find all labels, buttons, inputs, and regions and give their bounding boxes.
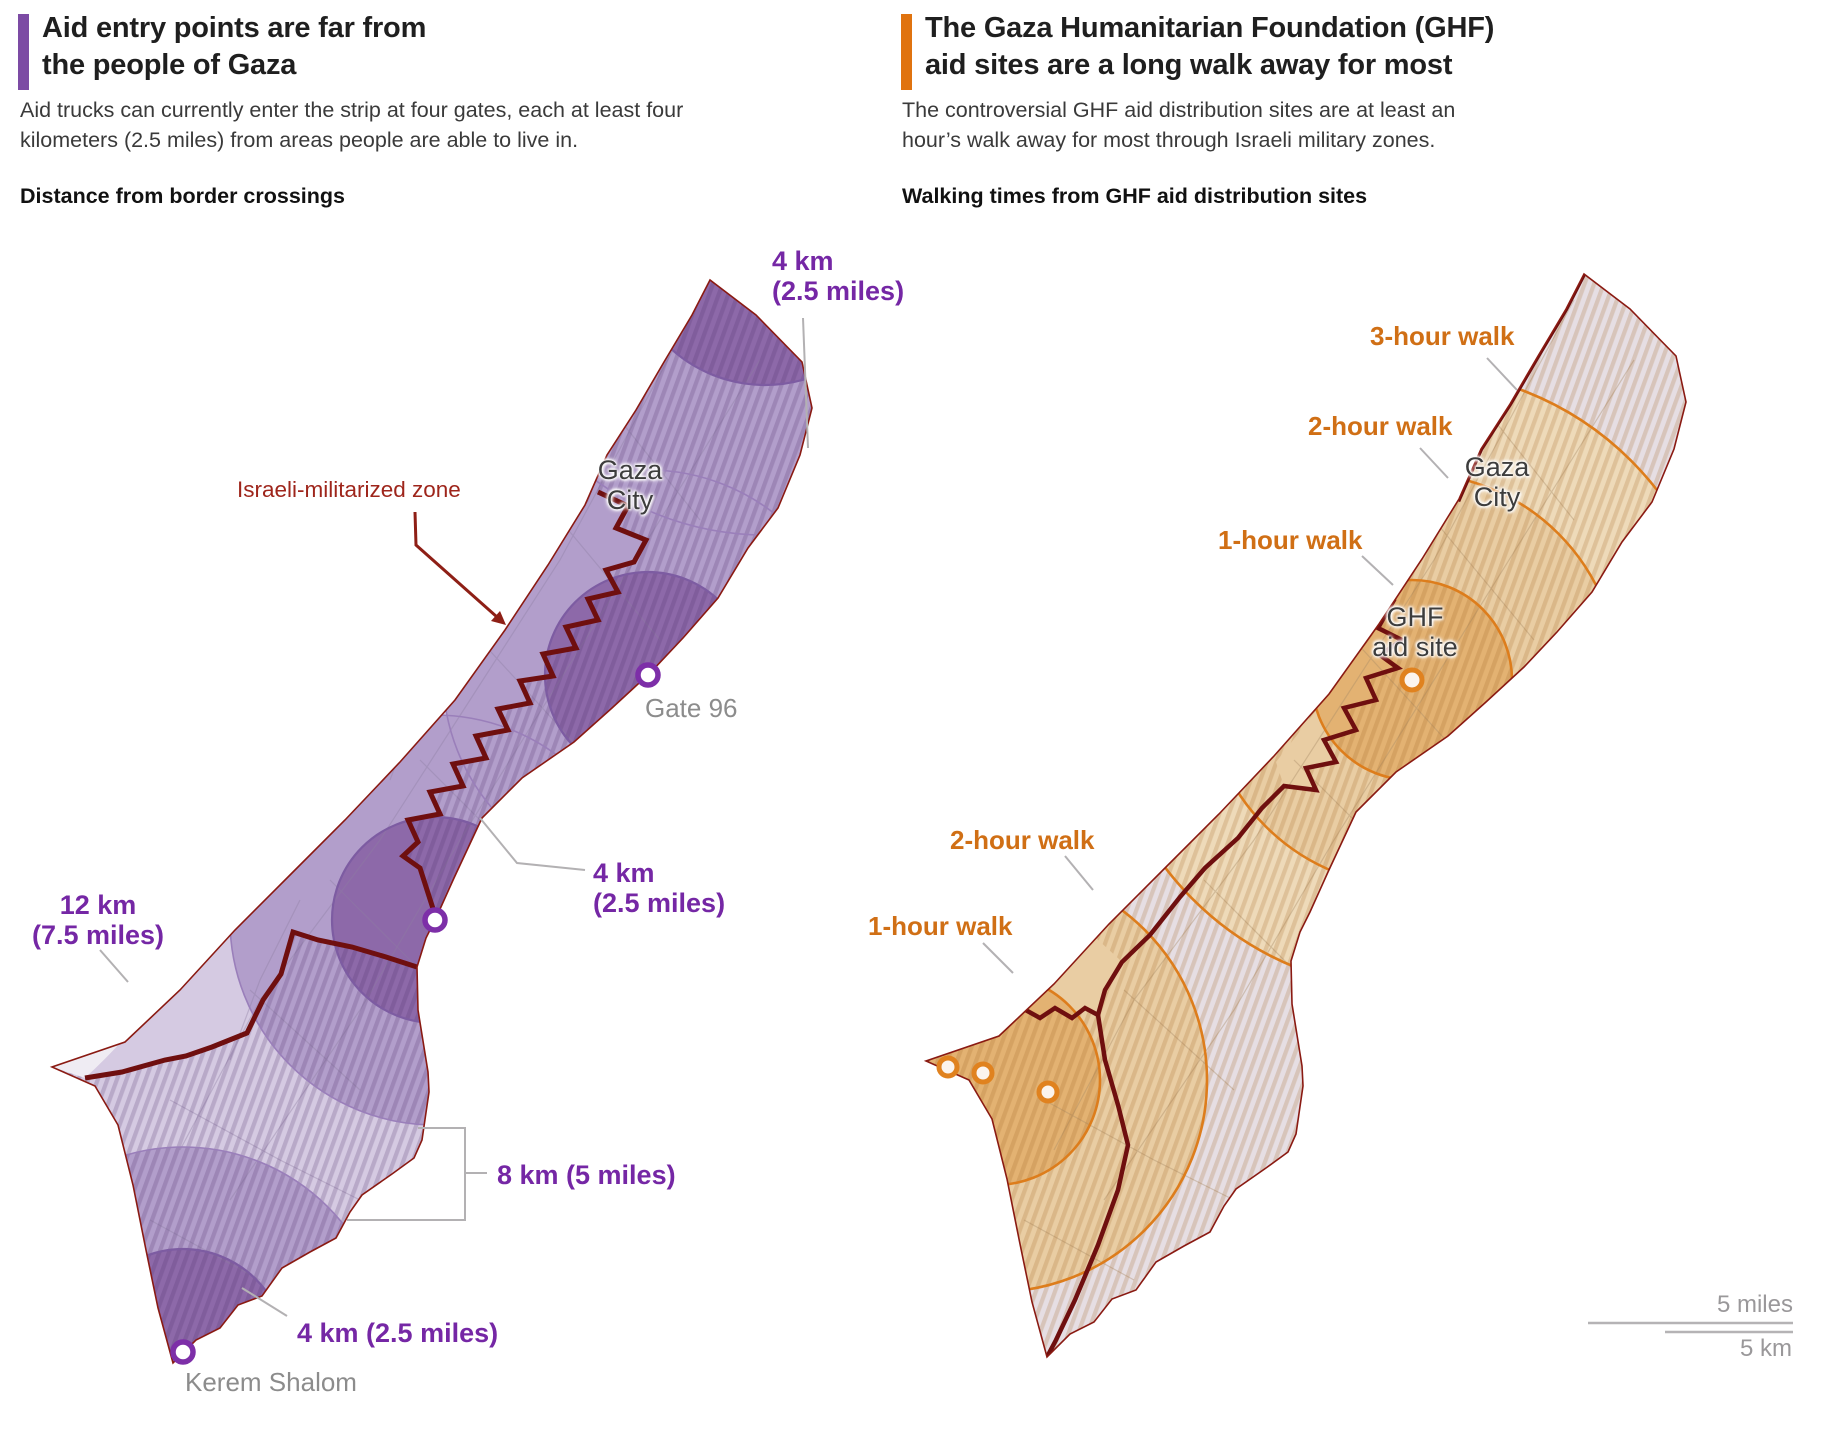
border-crossing-markers — [170, 662, 661, 1365]
label-walk-3h: 3-hour walk — [1370, 321, 1515, 351]
label-north-distance: 4 km (2.5 miles) — [772, 246, 905, 307]
gate-96-marker — [635, 662, 661, 688]
label-walk-1h-north: 1-hour walk — [1218, 525, 1363, 555]
map-left-distance-bands — [51, 279, 813, 1365]
label-gaza-city-left: Gaza City — [597, 455, 663, 516]
label-south-distance-4km: 4 km (2.5 miles) — [297, 1318, 499, 1348]
kerem-shalom-marker — [170, 1339, 196, 1365]
label-east-distance: 4 km (2.5 miles) — [593, 858, 726, 919]
left-panel-title: Aid entry points are far from the people… — [42, 12, 427, 82]
ghf-site-north-marker — [1399, 667, 1425, 693]
leader-lines-right — [982, 357, 1518, 974]
accent-bar-left — [18, 14, 29, 90]
ghf-site-south-marker-1 — [936, 1055, 960, 1079]
militarized-zone-hatch-right — [926, 274, 1686, 1357]
ghf-site-south-marker-3 — [1036, 1080, 1060, 1104]
label-walk-2h-south: 2-hour walk — [950, 825, 1095, 855]
right-panel-subtitle: The controversial GHF aid distribution s… — [902, 98, 1456, 152]
label-west-distance: 12 km (7.5 miles) — [31, 890, 165, 951]
militarized-boundary-left — [84, 489, 650, 1081]
right-panel-title: The Gaza Humanitarian Foundation (GHF) a… — [925, 12, 1495, 82]
accent-bar-right — [901, 14, 912, 90]
scale-bar — [1588, 1321, 1793, 1334]
left-panel-subtitle: Aid trucks can currently enter the strip… — [20, 98, 684, 152]
label-south-distance-8km: 8 km (5 miles) — [497, 1160, 676, 1190]
label-gaza-city-right: Gaza City — [1464, 452, 1530, 513]
label-walk-2h-north: 2-hour walk — [1308, 411, 1453, 441]
label-walk-1h-south: 1-hour walk — [868, 911, 1013, 941]
scale-label-km: 5 km — [1739, 1335, 1792, 1362]
scale-label-miles: 5 miles — [1716, 1291, 1793, 1318]
ghf-site-south-marker-2 — [971, 1061, 995, 1085]
map-right-walking-times — [925, 273, 1793, 1358]
militarized-zone-hatch-left — [52, 280, 812, 1363]
label-kerem-shalom: Kerem Shalom — [185, 1367, 357, 1397]
right-panel-section-label: Walking times from GHF aid distribution … — [902, 184, 1368, 208]
label-militarized-zone: Israeli-militarized zone — [237, 477, 461, 502]
label-gate-96: Gate 96 — [645, 693, 738, 723]
militarized-zone-arrow — [413, 511, 506, 625]
label-ghf-aid-site: GHF aid site — [1372, 602, 1458, 663]
kissufim-marker — [422, 907, 448, 933]
leader-lines-left — [99, 317, 809, 1317]
left-panel-section-label: Distance from border crossings — [20, 184, 345, 208]
ghf-site-markers — [936, 667, 1425, 1104]
